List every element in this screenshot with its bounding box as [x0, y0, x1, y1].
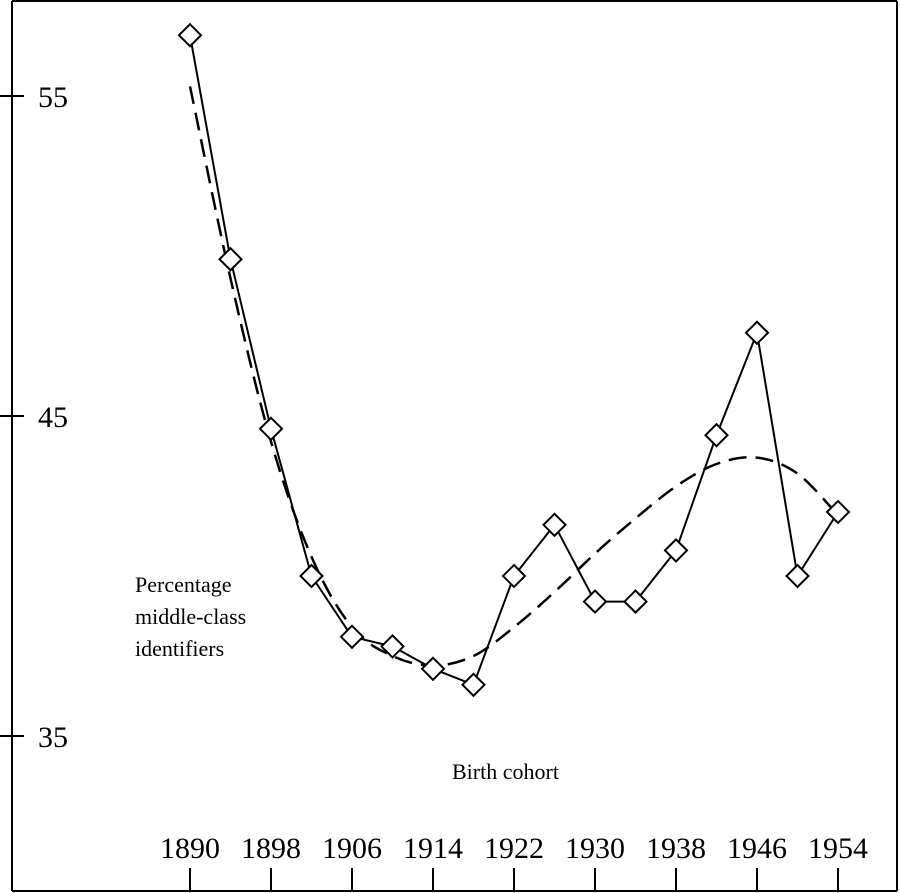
- data-point-diamond: [177, 22, 203, 48]
- y-axis-label-line-2: middle-class: [135, 604, 246, 629]
- x-tick-label: 1890: [160, 832, 220, 865]
- data-point-diamond: [501, 563, 527, 589]
- y-axis-label-line-3: identifiers: [135, 636, 224, 661]
- y-axis-label-line-1: Percentage: [135, 572, 232, 597]
- data-point-diamond: [218, 246, 243, 272]
- trend-series-line: [188, 86, 839, 667]
- data-point-diamond: [582, 589, 608, 615]
- data-point-diamond: [744, 320, 770, 346]
- data-point-diamond: [785, 563, 810, 589]
- data-point-diamond: [380, 633, 405, 659]
- x-tick-label: 1922: [484, 832, 544, 865]
- data-point-diamond: [258, 416, 284, 442]
- x-tick-label: 1938: [646, 832, 706, 865]
- data-point-diamond: [299, 563, 324, 589]
- y-tick-label: 55: [38, 81, 68, 114]
- data-point-diamond: [825, 499, 851, 525]
- data-point-diamond: [339, 624, 365, 650]
- y-tick-label: 35: [38, 721, 68, 754]
- x-tick-label: 1898: [241, 832, 301, 865]
- observed-series-markers: [177, 22, 851, 698]
- x-tick-label: 1906: [322, 832, 382, 865]
- x-axis-ticks: 1890 1898 1906 1914 1922 1930 1938 1946 1954: [160, 832, 868, 891]
- data-point-diamond: [623, 589, 648, 615]
- data-point-diamond: [704, 422, 729, 448]
- x-tick-label: 1914: [403, 832, 463, 865]
- data-point-diamond: [420, 656, 446, 682]
- y-axis-ticks: 35 45 55: [0, 81, 68, 754]
- y-tick-label: 45: [38, 401, 68, 434]
- chart-frame: [11, 0, 898, 892]
- x-tick-label: 1946: [727, 832, 787, 865]
- x-axis-label: Birth cohort: [452, 759, 559, 784]
- x-tick-label: 1930: [565, 832, 625, 865]
- data-point-diamond: [542, 512, 567, 538]
- data-point-diamond: [461, 672, 486, 698]
- data-point-diamond: [663, 537, 689, 563]
- x-tick-label: 1954: [808, 832, 868, 865]
